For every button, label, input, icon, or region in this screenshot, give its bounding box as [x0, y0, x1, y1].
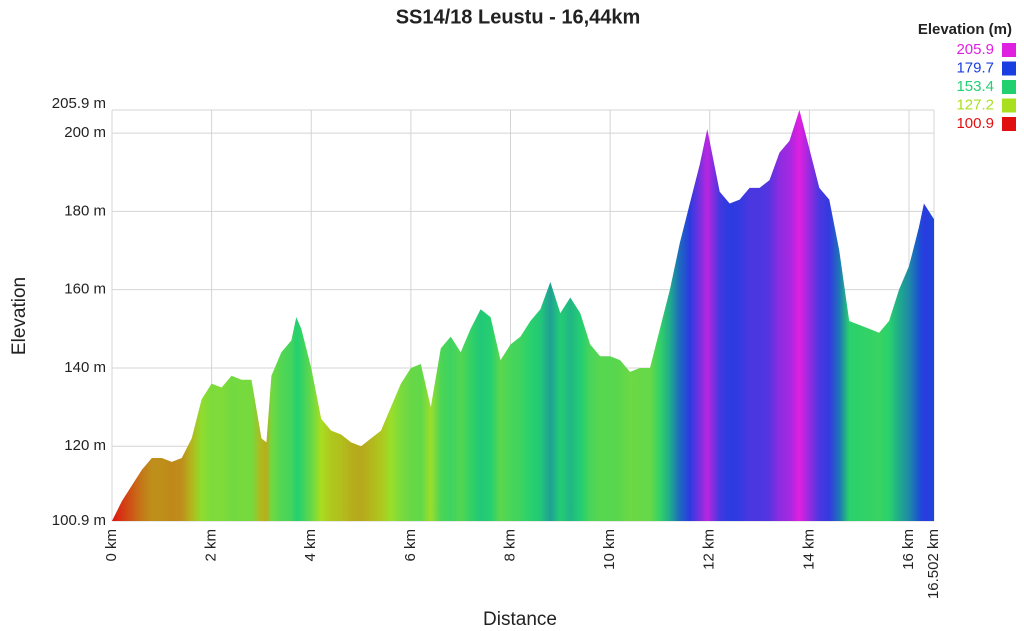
legend-label: 127.2 — [956, 96, 994, 113]
legend-swatch — [1002, 80, 1016, 94]
x-tick-label: 12 km — [701, 529, 718, 570]
y-axis-label: Elevation — [9, 277, 30, 355]
y-tick-label: 160 m — [64, 281, 106, 298]
x-axis-label: Distance — [483, 609, 557, 630]
x-tick-label: 8 km — [501, 529, 518, 562]
legend-title: Elevation (m) — [918, 21, 1012, 38]
legend-label: 205.9 — [956, 41, 994, 58]
y-tick-label: 180 m — [64, 202, 106, 219]
legend-swatch — [1002, 117, 1016, 131]
elevation-area — [112, 110, 934, 521]
x-tick-label: 10 km — [601, 529, 618, 570]
legend-label: 179.7 — [956, 59, 994, 76]
y-tick-label: 205.9 m — [52, 95, 106, 112]
x-tick-label: 14 km — [800, 529, 817, 570]
y-tick-label: 140 m — [64, 359, 106, 376]
legend-swatch — [1002, 43, 1016, 57]
chart-title: SS14/18 Leustu - 16,44km — [396, 6, 641, 28]
x-tick-label: 16 km — [900, 529, 917, 570]
legend-label: 100.9 — [956, 115, 994, 132]
x-tick-label: 16.502 km — [925, 529, 942, 599]
legend-swatch — [1002, 61, 1016, 76]
x-tick-label: 6 km — [402, 529, 419, 562]
x-tick-label: 2 km — [203, 529, 220, 562]
x-tick-label: 0 km — [103, 529, 120, 562]
y-tick-label: 120 m — [64, 437, 106, 454]
x-tick-label: 4 km — [302, 529, 319, 562]
y-tick-label: 200 m — [64, 124, 106, 141]
legend-swatch — [1002, 98, 1016, 113]
y-tick-label: 100.9 m — [52, 512, 106, 529]
legend-label: 153.4 — [956, 78, 994, 95]
